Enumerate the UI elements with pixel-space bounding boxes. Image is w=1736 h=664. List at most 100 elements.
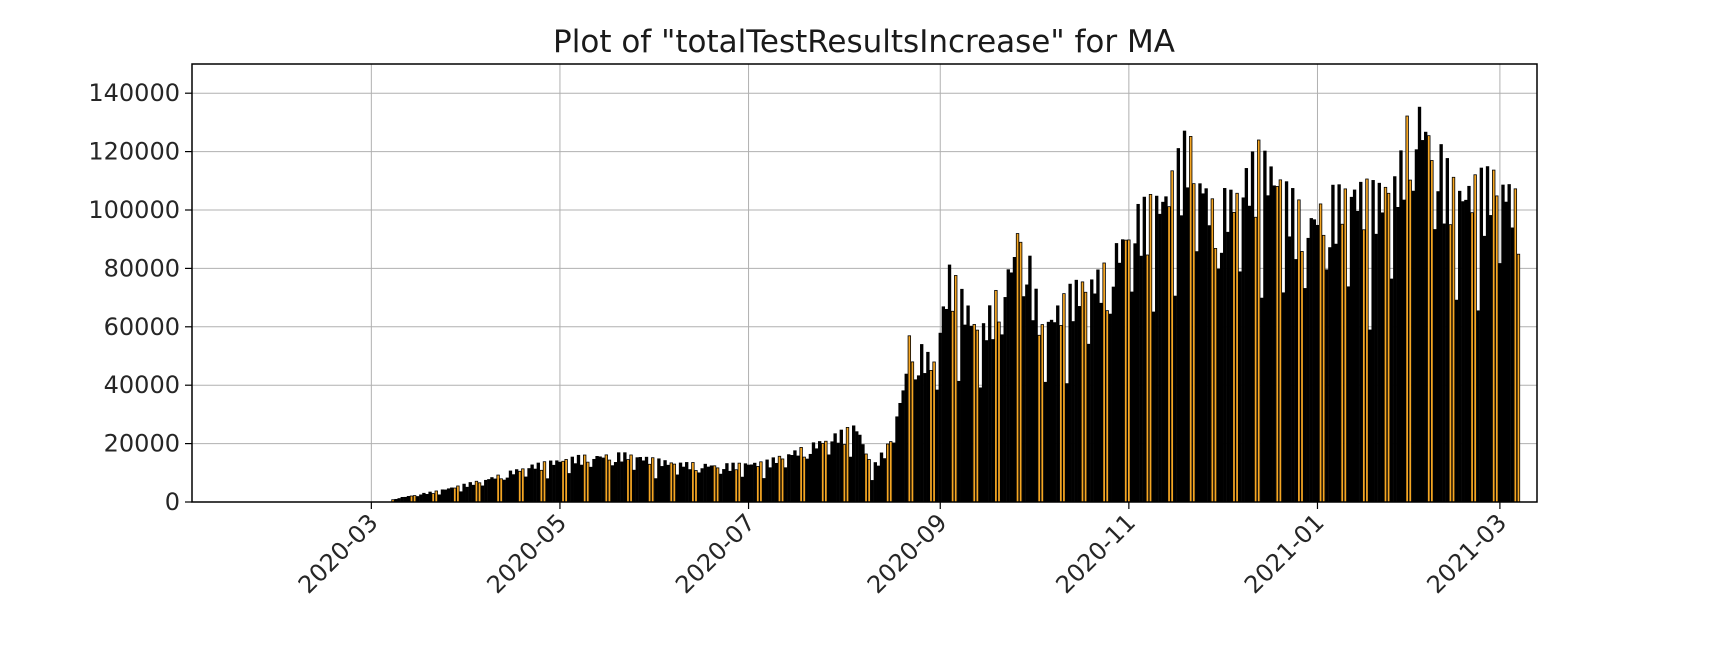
- x-tick-label: 2020-09: [862, 508, 953, 599]
- bar-weekend: [1213, 248, 1218, 503]
- bar-weekday: [1117, 262, 1122, 503]
- bar-weekday: [836, 442, 840, 503]
- bar-weekday: [552, 464, 556, 503]
- bar-weekday: [1272, 185, 1276, 503]
- bar-weekend: [1102, 262, 1106, 503]
- bar-weekend: [759, 461, 763, 503]
- bar-weekday: [920, 344, 924, 503]
- bar-weekday: [1291, 188, 1295, 503]
- bar-weekday: [685, 462, 689, 503]
- bar-weekday: [1250, 151, 1255, 503]
- bar-weekday: [555, 460, 559, 503]
- bar-weekday: [663, 460, 667, 503]
- bar-weekday: [1411, 190, 1415, 503]
- bar-weekday: [1482, 235, 1487, 503]
- bar-weekday: [1108, 313, 1112, 503]
- bar-weekday: [1461, 201, 1465, 503]
- bar-weekday: [768, 467, 772, 503]
- bar-weekday: [861, 444, 865, 503]
- bar-weekday: [818, 441, 822, 503]
- bar-weekday: [406, 496, 411, 503]
- bar-weekday: [1510, 227, 1514, 503]
- bar-weekday: [876, 465, 881, 503]
- bar-weekend: [1127, 239, 1131, 503]
- bar-weekday: [1328, 247, 1332, 503]
- x-tick-label: 2020-07: [670, 508, 761, 599]
- bar-weekday: [666, 464, 670, 503]
- bar-weekend: [1080, 281, 1085, 503]
- bar-weekday: [916, 375, 921, 503]
- bar-weekday: [1111, 286, 1116, 503]
- bar-weekend: [1470, 212, 1474, 503]
- bar-weekend: [1105, 310, 1109, 503]
- bar-weekend: [521, 468, 525, 503]
- bar-weekend: [929, 370, 933, 503]
- bar-weekday: [848, 456, 853, 503]
- bar-weekday: [443, 489, 448, 503]
- bar-weekday: [1142, 196, 1146, 503]
- bar-weekend: [734, 469, 738, 503]
- bar-weekday: [1303, 288, 1307, 503]
- bar-weekday: [428, 491, 432, 503]
- bar-weekday: [833, 433, 837, 503]
- bar-weekend: [845, 427, 850, 503]
- bar-weekend: [1037, 334, 1041, 503]
- bar-weekday: [514, 469, 519, 503]
- bar-weekend: [1451, 176, 1456, 503]
- bar-weekday: [1390, 278, 1394, 503]
- bar-weekday: [790, 455, 794, 503]
- bar-weekday: [480, 485, 485, 503]
- bar-weekday: [613, 462, 618, 503]
- bar-weekend: [694, 470, 698, 503]
- bar-weekday: [462, 483, 466, 503]
- y-tick-label: 20000: [104, 430, 180, 458]
- bar-weekday: [465, 486, 469, 503]
- bar-weekday: [957, 380, 961, 503]
- bar-weekday: [1074, 279, 1078, 503]
- bar-weekday: [1034, 288, 1038, 503]
- bar-weekday: [706, 466, 711, 503]
- bar-weekday: [1195, 251, 1199, 503]
- bar-weekend: [1167, 206, 1171, 503]
- bar-weekday: [1284, 181, 1289, 503]
- bar-weekend: [1318, 203, 1323, 503]
- bar-weekday: [991, 339, 995, 503]
- bar-weekday: [1204, 188, 1208, 503]
- bar-weekday: [576, 454, 581, 503]
- bar-weekday: [440, 489, 445, 503]
- bar-weekday: [524, 476, 528, 503]
- bar-weekday: [963, 324, 967, 503]
- bar-weekend: [1300, 251, 1304, 503]
- bar-weekday: [1238, 271, 1242, 503]
- bar-weekday: [743, 463, 748, 503]
- y-tick-label: 60000: [104, 313, 180, 341]
- bar-weekend: [975, 329, 980, 503]
- bar-weekday: [1223, 188, 1227, 503]
- bar-weekend: [1253, 216, 1258, 503]
- bar-weekday: [1436, 191, 1440, 503]
- bar-weekday: [1281, 292, 1286, 503]
- bar-weekday: [1464, 199, 1468, 503]
- bar-weekday: [1294, 259, 1298, 503]
- bar-weekday: [879, 452, 884, 503]
- bar-weekday: [1003, 297, 1007, 503]
- bar-weekend: [669, 462, 673, 503]
- bar-weekday: [1198, 183, 1202, 503]
- bar-weekday: [895, 416, 899, 503]
- bar-weekend: [1365, 178, 1369, 503]
- bar-weekday: [1504, 201, 1508, 503]
- bar-weekday: [901, 390, 905, 503]
- bar-weekday: [1377, 182, 1381, 503]
- bar-weekday: [1158, 213, 1162, 503]
- bar-weekday: [1454, 299, 1459, 503]
- bar-weekend: [564, 459, 568, 503]
- bar-weekend: [1257, 139, 1261, 503]
- bar-weekday: [1352, 189, 1357, 503]
- bar-weekend: [1275, 185, 1279, 503]
- bar-weekday: [1306, 237, 1310, 503]
- bar-weekday: [1139, 255, 1143, 503]
- bar-weekday: [762, 478, 766, 503]
- bar-weekend: [1083, 291, 1088, 503]
